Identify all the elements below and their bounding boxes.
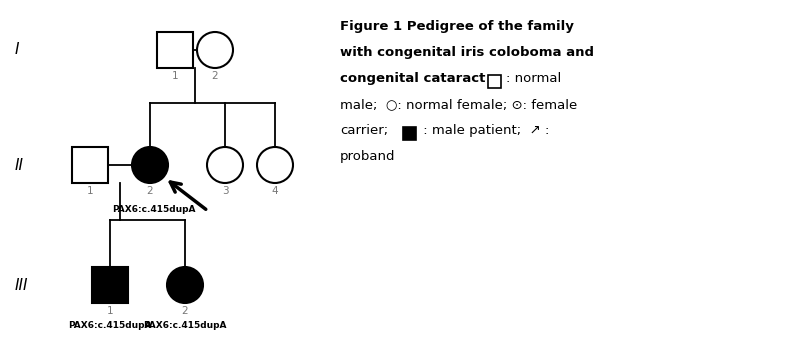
Text: PAX6:c.415dupA: PAX6:c.415dupA (68, 321, 152, 330)
Text: II: II (15, 158, 24, 172)
Bar (72, 147, 108, 183)
Bar (157, 32, 193, 68)
Text: proband: proband (340, 150, 395, 163)
Text: : male patient;  ↗ :: : male patient; ↗ : (419, 124, 550, 137)
Text: 3: 3 (222, 186, 228, 196)
Circle shape (257, 147, 293, 183)
Text: 1: 1 (172, 71, 178, 81)
Bar (488, 75, 501, 88)
Text: male;  ○: normal female; ⊙: female: male; ○: normal female; ⊙: female (340, 98, 578, 111)
Text: I: I (15, 42, 19, 58)
Circle shape (197, 32, 233, 68)
Text: PAX6:c.415dupA: PAX6:c.415dupA (112, 205, 195, 214)
Text: 2: 2 (182, 306, 188, 316)
Text: carrier;: carrier; (340, 124, 388, 137)
Bar (403, 127, 416, 140)
Text: 4: 4 (272, 186, 278, 196)
Text: 2: 2 (146, 186, 154, 196)
Text: Figure 1 Pedigree of the family: Figure 1 Pedigree of the family (340, 20, 574, 33)
Text: III: III (15, 278, 29, 292)
Text: 1: 1 (86, 186, 94, 196)
Circle shape (167, 267, 203, 303)
Text: PAX6:c.415dupA: PAX6:c.415dupA (143, 321, 226, 330)
Text: : normal: : normal (506, 72, 562, 85)
Text: 1: 1 (106, 306, 114, 316)
Text: 2: 2 (212, 71, 218, 81)
Circle shape (132, 147, 168, 183)
Circle shape (207, 147, 243, 183)
Bar (92, 267, 128, 303)
Text: with congenital iris coloboma and: with congenital iris coloboma and (340, 46, 594, 59)
Text: congenital cataract: congenital cataract (340, 72, 486, 85)
